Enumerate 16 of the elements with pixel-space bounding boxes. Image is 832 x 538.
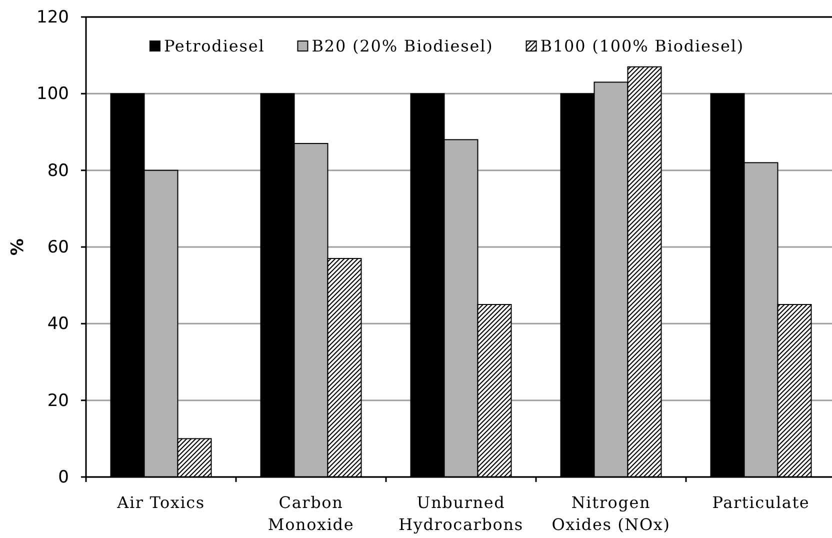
- y-tick-label: 0: [58, 467, 69, 488]
- y-axis-title: %: [8, 238, 28, 256]
- x-tick-label: Carbon Monoxide: [268, 493, 354, 534]
- x-tick-label: Unburned Hydrocarbons: [398, 493, 524, 534]
- legend-label: B20 (20% Biodiesel): [312, 36, 494, 56]
- x-tick-label: Particulate: [712, 493, 810, 512]
- x-tick-label: Air Toxics: [116, 493, 205, 512]
- x-tick-label: Nitrogen Oxides (NOx): [552, 493, 670, 534]
- y-tick-label: 100: [36, 84, 69, 104]
- legend-label: B100 (100% Biodiesel): [540, 36, 744, 56]
- y-tick-label: 20: [47, 390, 69, 411]
- y-tick-label: 120: [36, 7, 69, 28]
- legend-label: Petrodiesel: [164, 36, 265, 56]
- y-tick-label: 80: [47, 160, 69, 181]
- y-tick-label: 40: [47, 314, 69, 334]
- y-tick-label: 60: [47, 237, 69, 258]
